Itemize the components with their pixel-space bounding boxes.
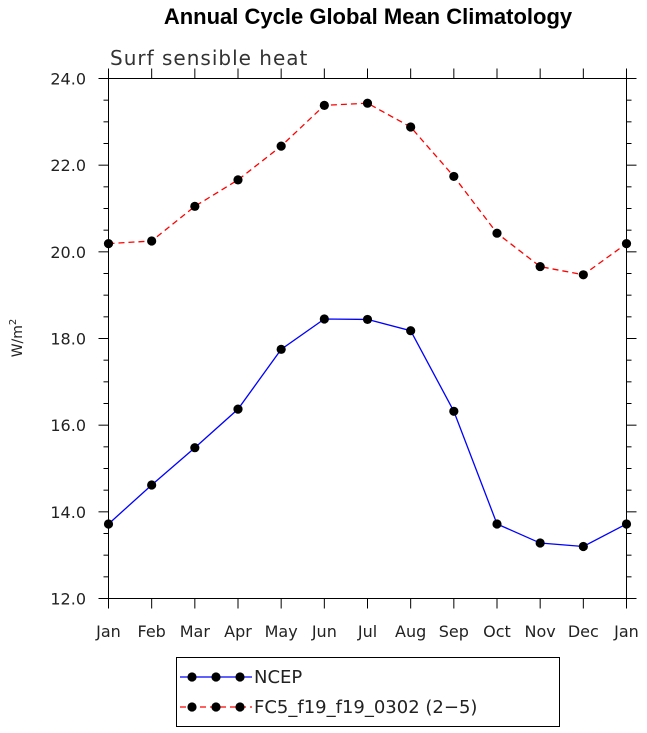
data-point <box>535 538 545 548</box>
y-axis-label: W/m2 <box>8 319 26 358</box>
data-point <box>147 480 157 490</box>
x-tick-label: Aug <box>395 622 426 641</box>
y-tick-label: 18.0 <box>50 330 86 349</box>
x-tick-label: Jan <box>613 622 639 641</box>
y-tick-label: 24.0 <box>50 70 86 89</box>
y-tick-label: 16.0 <box>50 416 86 435</box>
data-point <box>492 228 502 238</box>
data-point <box>449 406 459 416</box>
x-tick-label: Jun <box>311 622 337 641</box>
chart-subtitle: Surf sensible heat <box>110 46 308 70</box>
data-point <box>362 314 373 325</box>
x-tick-label: Nov <box>525 622 556 641</box>
data-point <box>276 141 286 151</box>
data-point <box>190 443 200 453</box>
series-layer <box>103 98 632 552</box>
data-point <box>319 314 329 324</box>
x-tick-label: Jan <box>95 622 121 641</box>
x-tick-label: May <box>265 622 298 641</box>
legend: NCEP FC5_f19_f19_0302 (2−5) <box>176 657 560 727</box>
y-axis-label-superscript: 2 <box>8 319 19 325</box>
x-tick-label: Jul <box>357 622 377 641</box>
legend-marker <box>235 672 245 682</box>
legend-marker <box>187 672 197 682</box>
data-point <box>147 236 157 246</box>
x-tick-label: Sep <box>439 622 469 641</box>
y-axis-tick-labels: 12.0 14.0 16.0 18.0 20.0 22.0 24.0 <box>50 70 86 609</box>
data-point <box>233 404 243 414</box>
x-axis-tick-labels: Jan Feb Mar Apr May Jun Jul Aug Sep Oct Nov Dec Jan <box>95 622 639 641</box>
data-point <box>103 519 114 529</box>
data-point <box>362 98 373 108</box>
series-line <box>108 318 627 548</box>
legend-label: FC5_f19_f19_0302 (2−5) <box>254 697 477 718</box>
axis-ticks <box>98 68 637 609</box>
data-point <box>535 261 545 272</box>
data-point <box>621 239 632 249</box>
legend-label: NCEP <box>254 667 302 688</box>
data-point <box>406 122 416 132</box>
data-point <box>578 270 588 280</box>
chart-title: Annual Cycle Global Mean Climatology <box>164 4 573 29</box>
legend-marker <box>187 702 197 712</box>
data-point <box>406 326 416 336</box>
x-tick-label: Oct <box>483 622 511 641</box>
y-tick-label: 14.0 <box>50 503 86 522</box>
x-tick-label: Mar <box>180 622 211 641</box>
data-point <box>492 519 502 529</box>
y-tick-label: 12.0 <box>50 590 86 609</box>
legend-marker <box>235 702 245 712</box>
data-point <box>449 171 459 182</box>
plot-frame <box>108 78 627 599</box>
data-point <box>276 344 286 354</box>
legend-marker <box>211 672 221 682</box>
legend-box <box>176 657 560 727</box>
data-point <box>190 201 200 211</box>
y-axis-label-text: W/m <box>10 325 26 357</box>
x-tick-label: Dec <box>568 622 599 641</box>
x-tick-label: Apr <box>224 622 252 641</box>
data-point <box>233 175 243 185</box>
data-point <box>319 100 329 110</box>
legend-marker <box>211 702 221 712</box>
y-tick-label: 22.0 <box>50 156 86 175</box>
y-tick-label: 20.0 <box>50 243 86 262</box>
x-tick-label: Feb <box>138 622 166 641</box>
series-line <box>108 102 627 276</box>
data-point <box>103 239 114 249</box>
data-point <box>578 541 588 552</box>
data-point <box>621 519 632 529</box>
